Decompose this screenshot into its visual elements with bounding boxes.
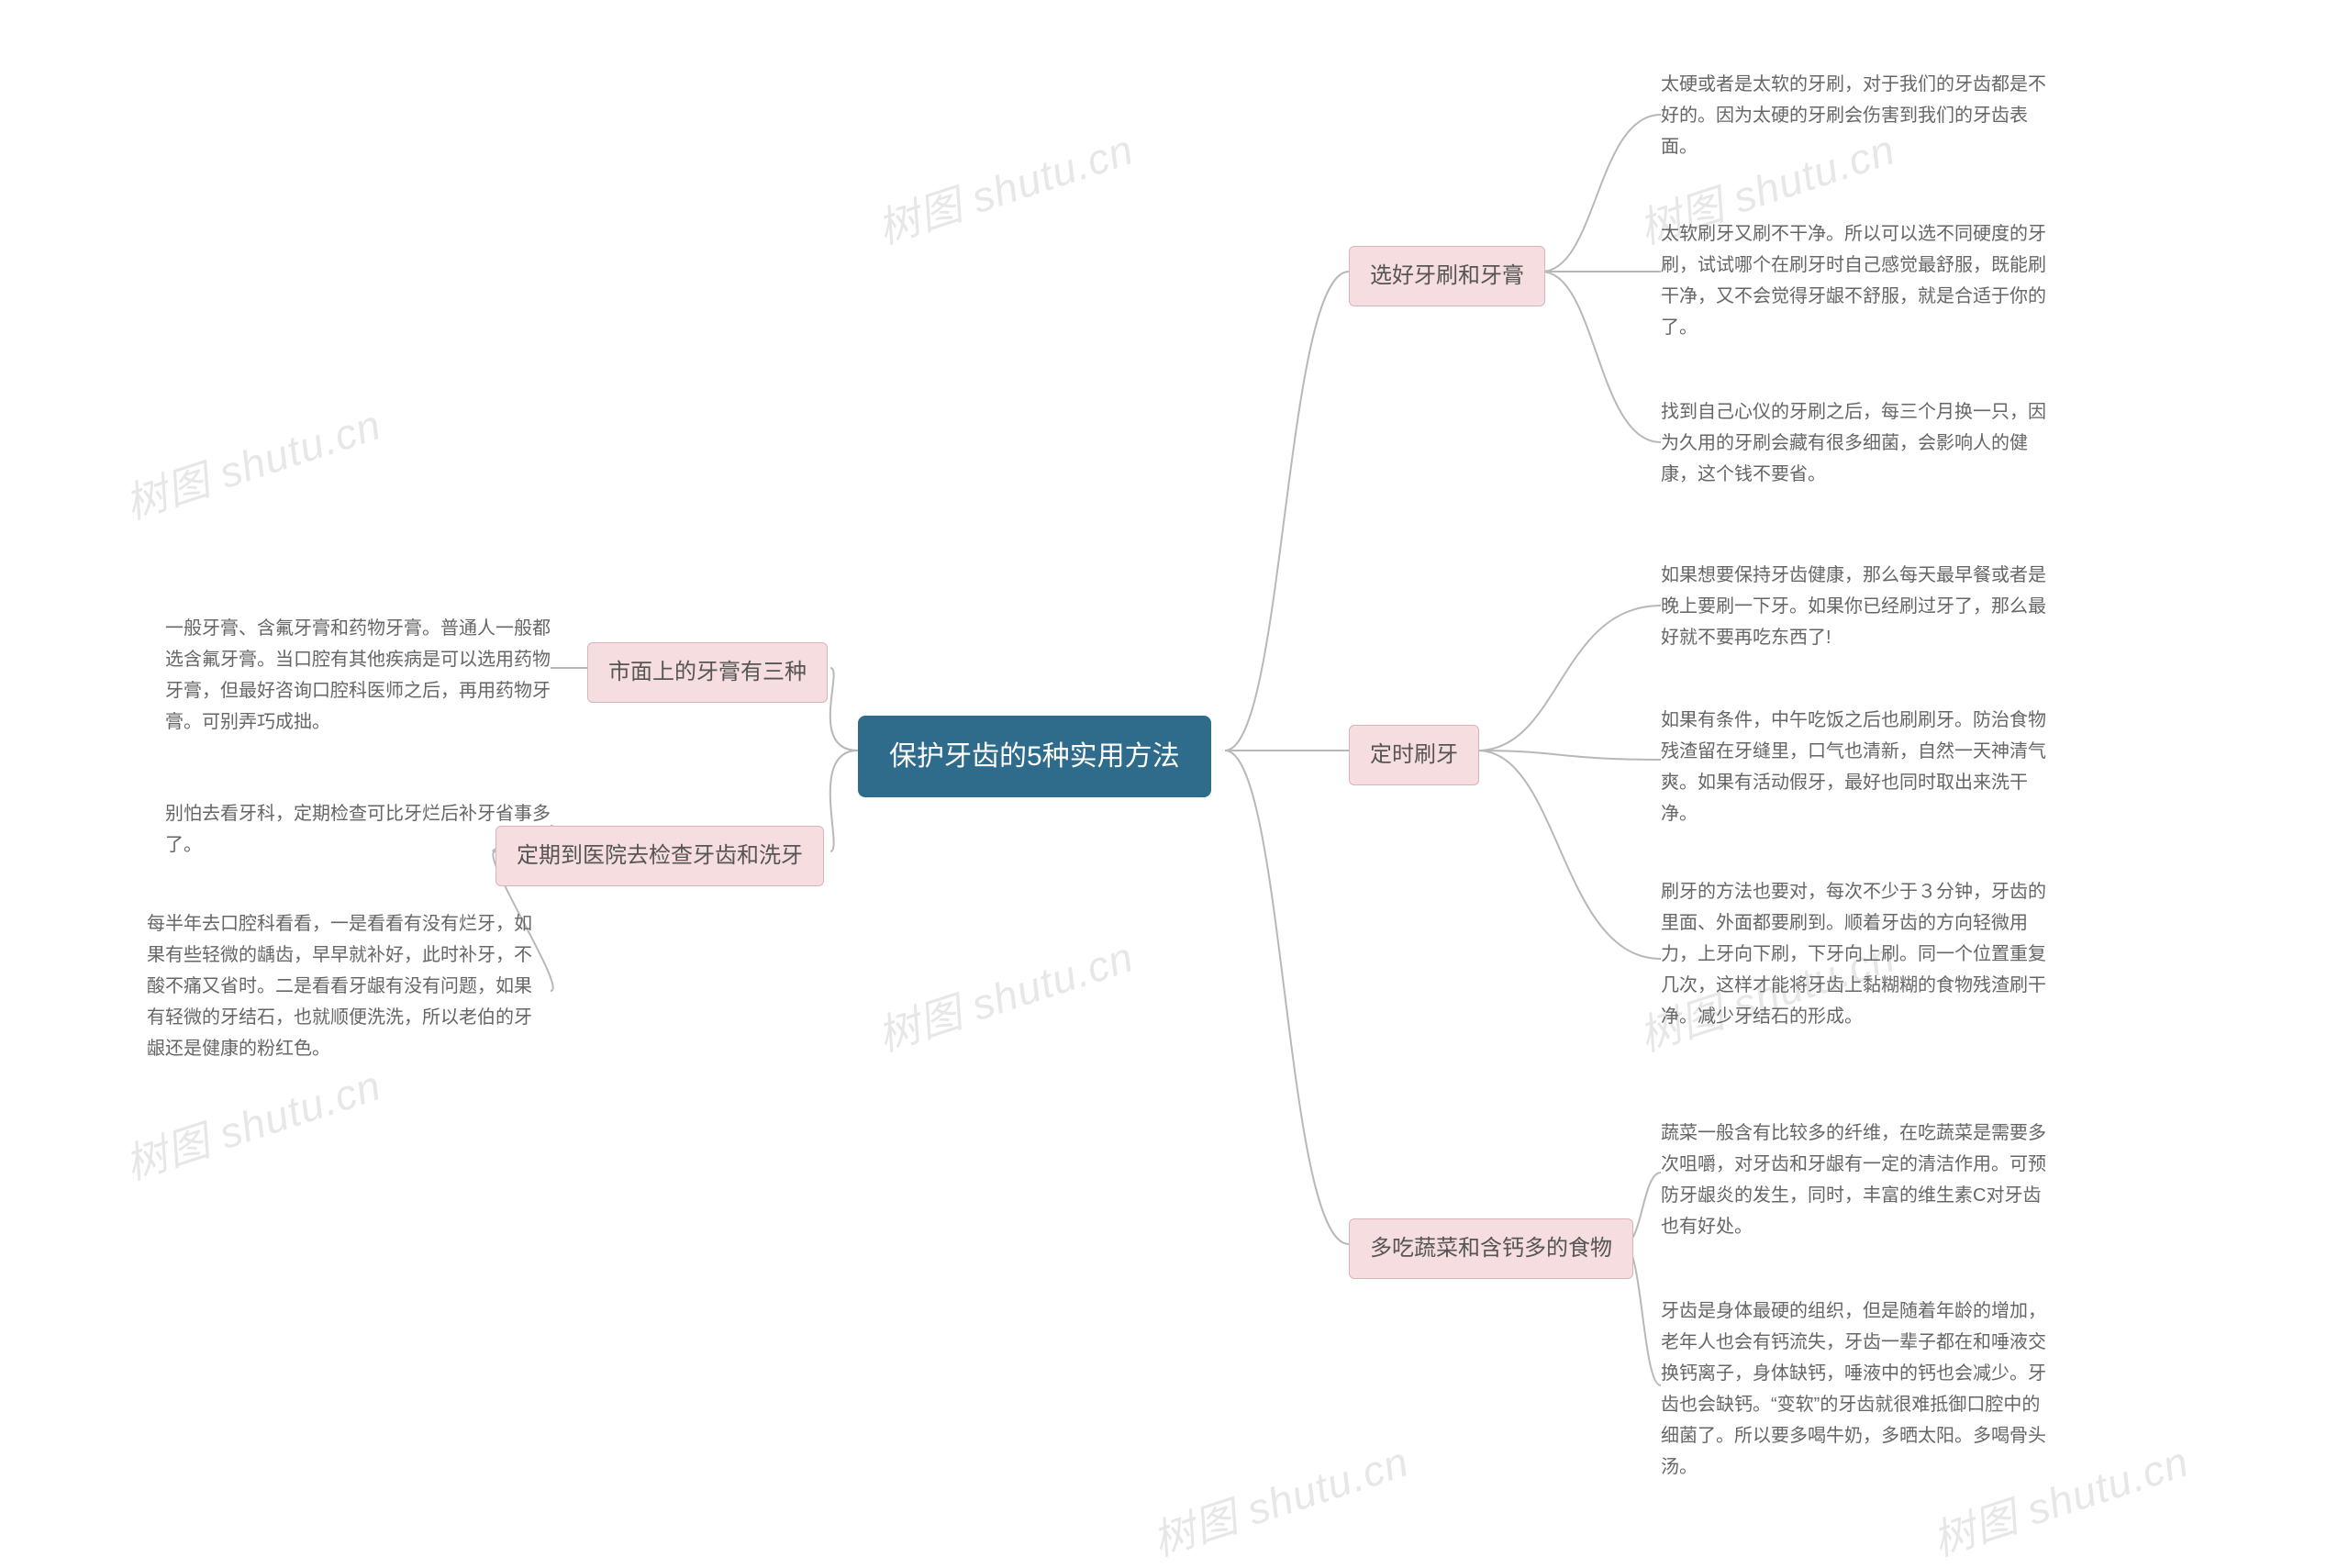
- leaf-7: 蔬菜一般含有比较多的纤维，在吃蔬菜是需要多次咀嚼，对牙齿和牙龈有一定的清洁作用。…: [1661, 1118, 2046, 1242]
- branch-toothbrush: 选好牙刷和牙膏: [1349, 246, 1545, 306]
- leaf-6: 刷牙的方法也要对，每次不少于３分钟，牙齿的里面、外面都要刷到。顺着牙齿的方向轻微…: [1661, 876, 2046, 1032]
- watermark: 树图 shutu.cn: [117, 1052, 388, 1192]
- watermark: 树图 shutu.cn: [869, 117, 1141, 256]
- leaf-4: 如果想要保持牙齿健康，那么每天最早餐或者是晚上要刷一下牙。如果你已经刷过牙了，那…: [1661, 560, 2046, 653]
- leaf-8: 牙齿是身体最硬的组织，但是随着年龄的增加，老年人也会有钙流失，牙齿一辈子都在和唾…: [1661, 1296, 2046, 1483]
- branch-brush-regularly: 定时刷牙: [1349, 725, 1479, 785]
- leaf-9: 一般牙膏、含氟牙膏和药物牙膏。普通人一般都选含氟牙膏。当口腔有其他疾病是可以选用…: [165, 613, 551, 738]
- leaf-11: 每半年去口腔科看看，一是看看有没有烂牙，如果有些轻微的龋齿，早早就补好，此时补牙…: [147, 908, 532, 1064]
- branch-toothpaste-types: 市面上的牙膏有三种: [587, 642, 828, 703]
- leaf-10: 别怕去看牙科，定期检查可比牙烂后补牙省事多了。: [165, 798, 551, 861]
- center-node: 保护牙齿的5种实用方法: [858, 716, 1211, 797]
- leaf-5: 如果有条件，中午吃饭之后也刷刷牙。防治食物残渣留在牙缝里，口气也清新，自然一天神…: [1661, 705, 2046, 829]
- branch-diet: 多吃蔬菜和含钙多的食物: [1349, 1218, 1633, 1279]
- watermark: 树图 shutu.cn: [117, 392, 388, 531]
- watermark: 树图 shutu.cn: [1144, 1429, 1416, 1568]
- leaf-1: 太硬或者是太软的牙刷，对于我们的牙齿都是不好的。因为太硬的牙刷会伤害到我们的牙齿…: [1661, 69, 2046, 162]
- leaf-3: 找到自己心仪的牙刷之后，每三个月换一只，因为久用的牙刷会藏有很多细菌，会影响人的…: [1661, 396, 2046, 490]
- watermark: 树图 shutu.cn: [869, 924, 1141, 1063]
- leaf-2: 太软刷牙又刷不干净。所以可以选不同硬度的牙刷，试试哪个在刷牙时自己感觉最舒服，既…: [1661, 218, 2046, 343]
